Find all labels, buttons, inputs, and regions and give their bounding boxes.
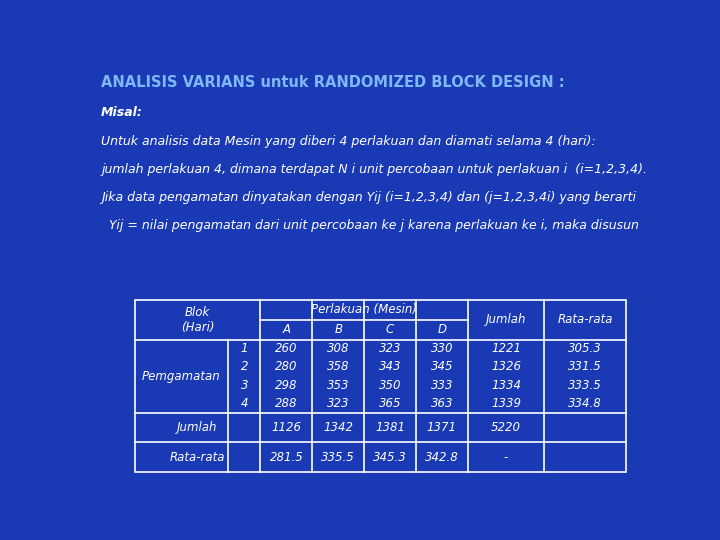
Text: Jumlah: Jumlah [486,313,526,326]
Text: 323: 323 [327,397,349,410]
Text: 333: 333 [431,379,453,392]
Text: 260: 260 [275,342,297,355]
Text: -: - [504,451,508,464]
Text: 343: 343 [379,360,401,374]
Text: 334.8: 334.8 [568,397,602,410]
Text: Blok
(Hari): Blok (Hari) [181,306,215,334]
Text: 330: 330 [431,342,453,355]
Text: 345: 345 [431,360,453,374]
Text: 1371: 1371 [427,421,457,434]
Text: 5220: 5220 [491,421,521,434]
Text: 345.3: 345.3 [373,451,407,464]
Text: Perlakuan (Mesin): Perlakuan (Mesin) [311,303,417,316]
Text: 281.5: 281.5 [269,451,303,464]
Text: jumlah perlakuan 4, dimana terdapat N i unit percobaan untuk perlakuan i  (i=1,2: jumlah perlakuan 4, dimana terdapat N i … [101,163,647,176]
Text: 1126: 1126 [271,421,302,434]
Text: 1: 1 [240,342,248,355]
Text: 1342: 1342 [323,421,354,434]
Text: 308: 308 [327,342,349,355]
Text: 4: 4 [240,397,248,410]
Text: 333.5: 333.5 [568,379,602,392]
Text: 323: 323 [379,342,401,355]
Text: ANALISIS VARIANS untuk RANDOMIZED BLOCK DESIGN :: ANALISIS VARIANS untuk RANDOMIZED BLOCK … [101,75,564,90]
Text: 365: 365 [379,397,401,410]
Text: 305.3: 305.3 [568,342,602,355]
Text: 353: 353 [327,379,349,392]
Text: 342.8: 342.8 [425,451,459,464]
Text: Misal:: Misal: [101,106,143,119]
Text: 288: 288 [275,397,297,410]
Text: 1381: 1381 [375,421,405,434]
Text: 298: 298 [275,379,297,392]
Text: D: D [437,323,446,336]
Text: 331.5: 331.5 [568,360,602,374]
Text: B: B [334,323,342,336]
Text: Rata-rata: Rata-rata [170,451,225,464]
Text: Yij = nilai pengamatan dari unit percobaan ke j karena perlakuan ke i, maka disu: Yij = nilai pengamatan dari unit percoba… [101,219,639,233]
Text: Rata-rata: Rata-rata [557,313,613,326]
Text: 363: 363 [431,397,453,410]
Text: 1221: 1221 [491,342,521,355]
Text: Untuk analisis data Mesin yang diberi 4 perlakuan dan diamati selama 4 (hari):: Untuk analisis data Mesin yang diberi 4 … [101,134,595,147]
Text: 350: 350 [379,379,401,392]
Text: 1334: 1334 [491,379,521,392]
Text: A: A [282,323,290,336]
Text: 280: 280 [275,360,297,374]
Text: 1339: 1339 [491,397,521,410]
Text: Jumlah: Jumlah [177,421,218,434]
Text: 3: 3 [240,379,248,392]
Text: 335.5: 335.5 [321,451,355,464]
Text: Jika data pengamatan dinyatakan dengan Yij (i=1,2,3,4) dan (j=1,2,3,4i) yang ber: Jika data pengamatan dinyatakan dengan Y… [101,191,636,204]
Text: 358: 358 [327,360,349,374]
Text: 2: 2 [240,360,248,374]
Text: C: C [386,323,394,336]
Text: 1326: 1326 [491,360,521,374]
Text: Pemgamatan: Pemgamatan [142,369,221,382]
